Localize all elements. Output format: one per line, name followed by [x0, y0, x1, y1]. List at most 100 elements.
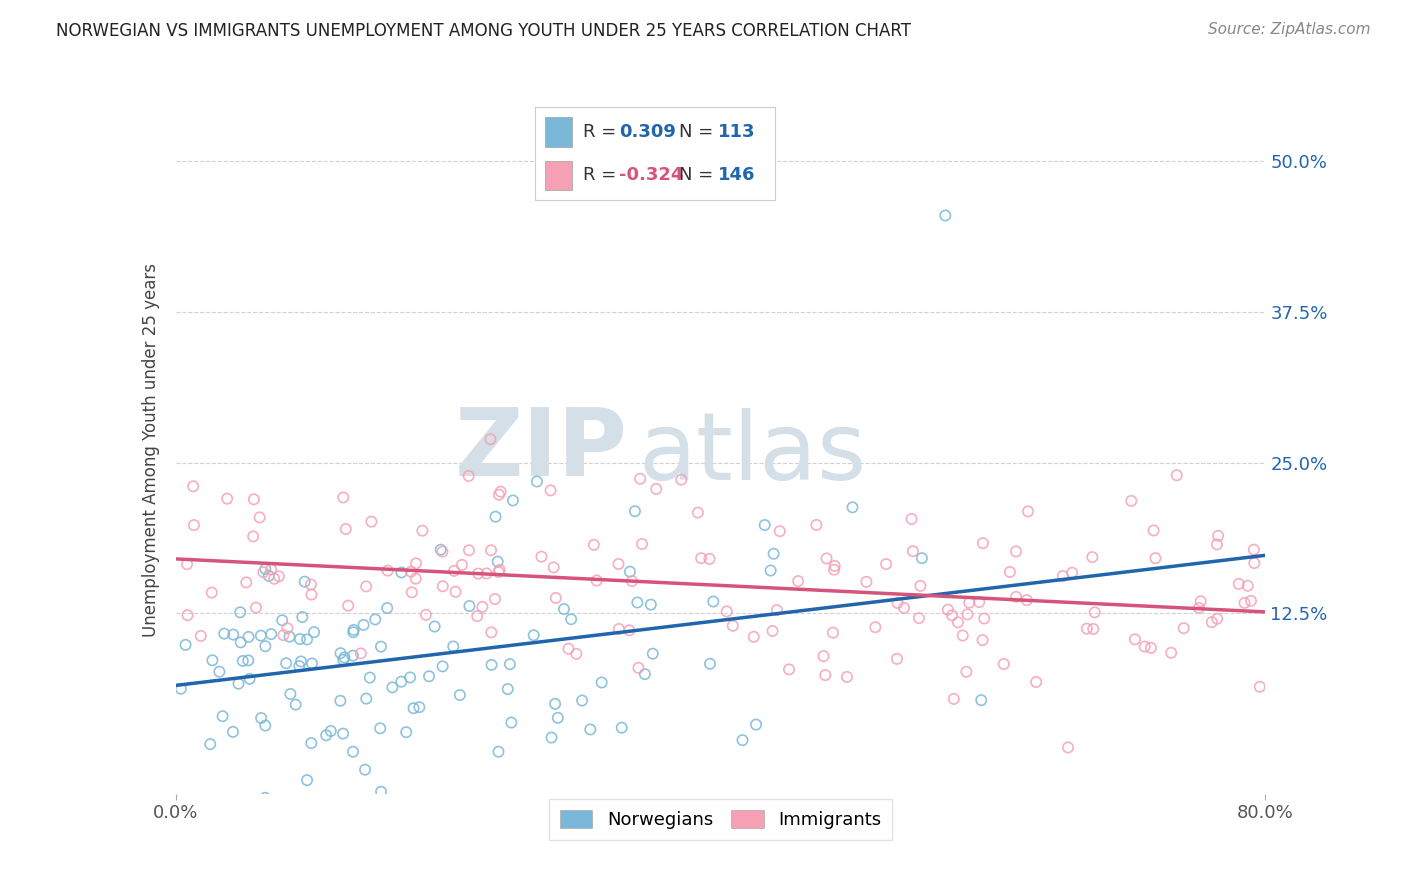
Point — [1189, 594, 1212, 608]
Point — [893, 600, 915, 615]
Point — [972, 633, 994, 648]
Point — [1240, 594, 1263, 608]
Point — [243, 492, 266, 507]
Point — [222, 627, 245, 641]
Point — [208, 665, 231, 679]
Point — [315, 728, 337, 742]
Point — [1188, 600, 1211, 615]
Point — [761, 624, 783, 638]
Point — [381, 681, 404, 695]
Point — [270, 801, 292, 815]
Point — [465, 609, 488, 624]
Point — [543, 560, 565, 574]
Point — [463, 849, 485, 863]
Point — [370, 640, 392, 654]
Text: 113: 113 — [717, 122, 755, 141]
Point — [1236, 579, 1258, 593]
Point — [333, 650, 356, 665]
Point — [1249, 680, 1271, 694]
Point — [690, 551, 713, 566]
Point — [263, 572, 285, 586]
Point — [319, 724, 342, 739]
Text: N =: N = — [679, 122, 718, 141]
Point — [254, 790, 277, 805]
Point — [1005, 590, 1028, 604]
Point — [1121, 494, 1143, 508]
Point — [299, 736, 322, 750]
Point — [540, 483, 562, 498]
Legend: Norwegians, Immigrants: Norwegians, Immigrants — [550, 798, 891, 839]
Point — [875, 557, 897, 571]
Point — [479, 543, 502, 558]
Point — [238, 653, 260, 667]
Point — [332, 653, 354, 667]
Point — [540, 731, 562, 745]
Text: R =: R = — [583, 122, 623, 141]
Point — [886, 596, 908, 610]
Point — [271, 613, 294, 627]
Point — [699, 657, 721, 671]
Point — [523, 628, 546, 642]
Point — [821, 625, 844, 640]
Point — [444, 584, 467, 599]
Point — [350, 647, 373, 661]
Point — [1233, 596, 1256, 610]
Point — [332, 726, 354, 740]
Point — [957, 596, 980, 610]
Point — [276, 657, 298, 671]
Point — [1142, 524, 1164, 538]
Point — [702, 594, 724, 608]
Point — [201, 585, 224, 599]
Point — [245, 600, 267, 615]
Point — [934, 209, 956, 223]
Point — [342, 648, 364, 663]
Point — [769, 524, 792, 538]
Point — [342, 625, 364, 640]
Point — [458, 543, 481, 558]
Point — [200, 737, 222, 751]
Point — [181, 479, 204, 493]
Point — [972, 536, 994, 550]
Point — [229, 635, 252, 649]
Point — [408, 700, 430, 714]
FancyBboxPatch shape — [546, 161, 572, 191]
Point — [754, 518, 776, 533]
Point — [1133, 640, 1156, 654]
Point — [815, 551, 838, 566]
Point — [395, 725, 418, 739]
Point — [530, 549, 553, 564]
Point — [401, 585, 423, 599]
Point — [288, 659, 311, 673]
Point — [295, 773, 318, 788]
Point — [250, 629, 273, 643]
Point — [488, 563, 510, 577]
Point — [254, 639, 277, 653]
Point — [778, 662, 800, 676]
Point — [1144, 551, 1167, 566]
Point — [501, 715, 523, 730]
Point — [1160, 646, 1182, 660]
Point — [402, 701, 425, 715]
Point — [699, 552, 721, 566]
Point — [278, 630, 301, 644]
Point — [1076, 622, 1098, 636]
Point — [908, 611, 931, 625]
Point — [389, 674, 412, 689]
Point — [342, 745, 364, 759]
Point — [332, 491, 354, 505]
Point — [1227, 577, 1250, 591]
Point — [415, 607, 437, 622]
Point — [1201, 615, 1223, 630]
Point — [228, 676, 250, 690]
Point — [998, 565, 1021, 579]
Point — [238, 630, 260, 644]
Point — [1206, 612, 1229, 626]
Text: -0.324: -0.324 — [619, 166, 683, 184]
Point — [273, 628, 295, 642]
Point — [865, 620, 887, 634]
Point — [222, 724, 245, 739]
Point — [759, 564, 782, 578]
Point — [610, 721, 633, 735]
Text: NORWEGIAN VS IMMIGRANTS UNEMPLOYMENT AMONG YOUTH UNDER 25 YEARS CORRELATION CHAR: NORWEGIAN VS IMMIGRANTS UNEMPLOYMENT AMO… — [56, 22, 911, 40]
Point — [626, 595, 648, 609]
